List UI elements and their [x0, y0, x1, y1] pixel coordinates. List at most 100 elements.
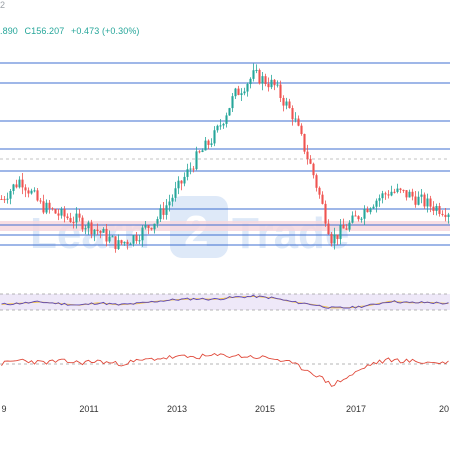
candle-body — [360, 218, 363, 220]
candle-body — [261, 76, 264, 84]
candle-body — [357, 216, 360, 220]
candle-body — [411, 191, 414, 197]
candle-body — [18, 179, 21, 188]
candle-body — [81, 217, 84, 230]
candle-body — [270, 79, 273, 88]
candle-body — [27, 190, 30, 194]
candle-body — [123, 241, 126, 244]
candle-body — [138, 240, 141, 242]
candle-body — [204, 140, 207, 151]
candle-body — [126, 241, 129, 244]
candle-body — [351, 215, 354, 223]
candle-body — [432, 206, 435, 211]
candle-body — [183, 176, 186, 184]
candle-body — [90, 222, 93, 235]
candle-body — [252, 70, 255, 79]
candle-body — [225, 115, 228, 124]
candle-body — [69, 218, 72, 222]
candle-body — [381, 193, 384, 199]
candle-body — [159, 208, 162, 220]
candle-body — [207, 140, 210, 145]
candle-body — [426, 198, 429, 207]
candle-body — [399, 188, 402, 190]
candle-body — [438, 206, 441, 214]
candle-body — [57, 213, 60, 216]
candle-body — [267, 83, 270, 88]
candle-body — [291, 108, 294, 120]
candle-body — [213, 130, 216, 144]
ohlc-low-value: .890 — [0, 26, 18, 36]
candle-body — [243, 91, 246, 94]
candle-body — [315, 175, 318, 188]
oscillator-pane — [0, 352, 450, 387]
candle-body — [339, 224, 342, 240]
candle-body — [54, 209, 57, 214]
candle-body — [135, 235, 138, 242]
candle-body — [60, 209, 63, 216]
candle-body — [423, 194, 426, 207]
candle-body — [447, 214, 450, 218]
candle-body — [195, 151, 198, 170]
candle-body — [63, 209, 66, 217]
candle-body — [72, 221, 75, 223]
candle-body — [240, 93, 243, 95]
candle-body — [363, 208, 366, 219]
candle-body — [6, 198, 9, 200]
candle-body — [141, 227, 144, 241]
candle-body — [78, 213, 81, 218]
candle-body — [378, 198, 381, 201]
x-tick-label: 2015 — [254, 404, 276, 414]
candle-body — [51, 208, 54, 210]
x-tick-label: 20 — [438, 404, 450, 414]
candle-body — [288, 101, 291, 109]
candle-body — [210, 143, 213, 145]
oscillator-line — [1, 352, 449, 387]
candle-body — [285, 101, 288, 106]
x-tick-label: 9 — [1, 404, 7, 414]
candle-body — [318, 187, 321, 195]
candle-body — [75, 213, 78, 223]
candle-body — [168, 201, 171, 206]
candle-body — [3, 199, 6, 201]
rsi-band — [0, 294, 450, 310]
candle-body — [249, 78, 252, 85]
candle-body — [219, 125, 222, 127]
candle-body — [48, 202, 51, 209]
candle-body — [12, 184, 15, 191]
candle-body — [342, 224, 345, 229]
candle-body — [231, 96, 234, 109]
candle-body — [45, 202, 48, 213]
candle-body — [366, 208, 369, 213]
candle-body — [234, 88, 237, 97]
candle-body — [147, 225, 150, 228]
candle-body — [300, 125, 303, 134]
price-pane — [0, 62, 450, 253]
candle-body — [9, 190, 12, 199]
candle-body — [393, 191, 396, 193]
candle-body — [237, 88, 240, 95]
candle-body — [201, 150, 204, 153]
candle-body — [306, 151, 309, 159]
candle-body — [153, 223, 156, 230]
candle-body — [102, 228, 105, 233]
candle-body — [186, 169, 189, 177]
candle-body — [444, 214, 447, 218]
candle-body — [198, 151, 201, 153]
candle-body — [192, 168, 195, 170]
candle-body — [282, 97, 285, 106]
candle-body — [420, 194, 423, 197]
candle-body — [336, 234, 339, 240]
candle-body — [375, 200, 378, 207]
candle-body — [144, 225, 147, 228]
candle-body — [303, 133, 306, 152]
candle-body — [150, 227, 153, 230]
candle-body — [189, 168, 192, 170]
candle-body — [435, 206, 438, 211]
candle-body — [15, 184, 18, 188]
candle-body — [99, 231, 102, 233]
candle-body — [171, 197, 174, 202]
candle-body — [114, 236, 117, 249]
x-tick-label: 2011 — [79, 404, 99, 414]
